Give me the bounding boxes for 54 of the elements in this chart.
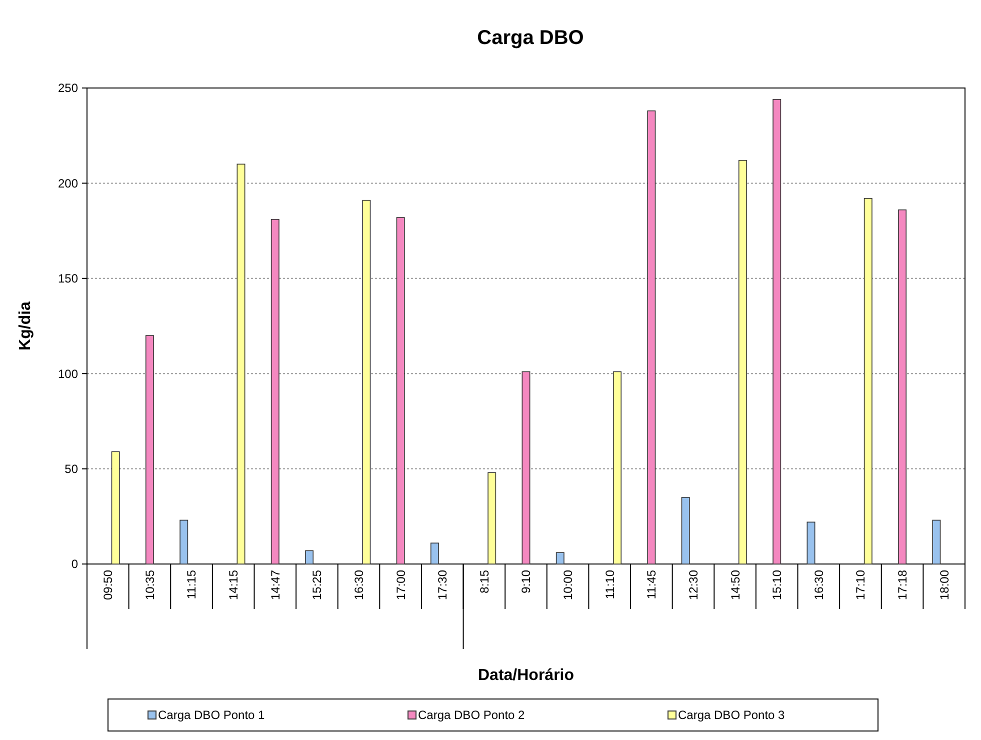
y-axis-title: Kg/dia [17,301,34,350]
bar [488,472,496,564]
x-tick-label: 14:47 [268,570,282,600]
bar [932,520,941,564]
bar [738,160,747,564]
x-tick-label: 17:30 [436,570,450,600]
x-tick-label: 15:25 [310,570,324,600]
bar [556,552,564,564]
x-tick-label: 14:50 [728,570,742,600]
bar [362,200,371,564]
y-tick-label: 250 [58,81,78,96]
x-tick-label: 17:18 [895,570,910,600]
bar [647,110,656,564]
bar [270,218,280,564]
x-tick-label: 11:45 [644,570,659,600]
bar [772,99,782,564]
bar [430,542,439,564]
x-tick-label: 14:15 [226,570,241,600]
x-tick-label: 11:15 [184,570,199,600]
bar [806,522,816,564]
x-axis-title: Data/Horário [478,667,574,684]
bar [613,371,622,564]
legend-label: Carga DBO Ponto 2 [418,708,526,722]
bar [898,209,907,564]
bar [111,451,120,564]
legend-label: Carga DBO Ponto 3 [678,708,786,722]
bar [681,496,690,564]
x-tick-label: 09:50 [101,570,116,600]
x-tick-label: 18:00 [937,570,952,600]
bar [236,164,246,564]
x-tick-label: 17:10 [854,570,868,600]
bar [145,335,154,564]
x-tick-label: 8:15 [477,570,492,594]
bar [180,520,188,564]
x-tick-label: 10:35 [142,570,157,600]
legend-label: Carga DBO Ponto 1 [158,708,266,722]
y-tick-label: 200 [58,176,78,190]
x-tick-label: 9:10 [519,570,534,594]
x-tick-label: 11:10 [602,570,617,600]
chart-title: Carga DBO [477,27,584,49]
x-tick-label: 16:30 [812,570,826,600]
bar [305,550,314,564]
bar [864,198,872,564]
x-tick-label: 17:00 [394,570,408,600]
x-tick-label: 10:00 [561,570,576,600]
y-tick-label: 50 [64,462,78,476]
x-tick-label: 15:10 [770,570,784,600]
x-tick-label: 16:30 [352,570,366,600]
bar [396,217,405,564]
bar [522,371,530,564]
y-tick-label: 100 [58,366,78,381]
y-tick-label: 150 [58,272,78,286]
y-tick-label: 0 [71,557,78,572]
x-tick-label: 12:30 [686,570,700,600]
